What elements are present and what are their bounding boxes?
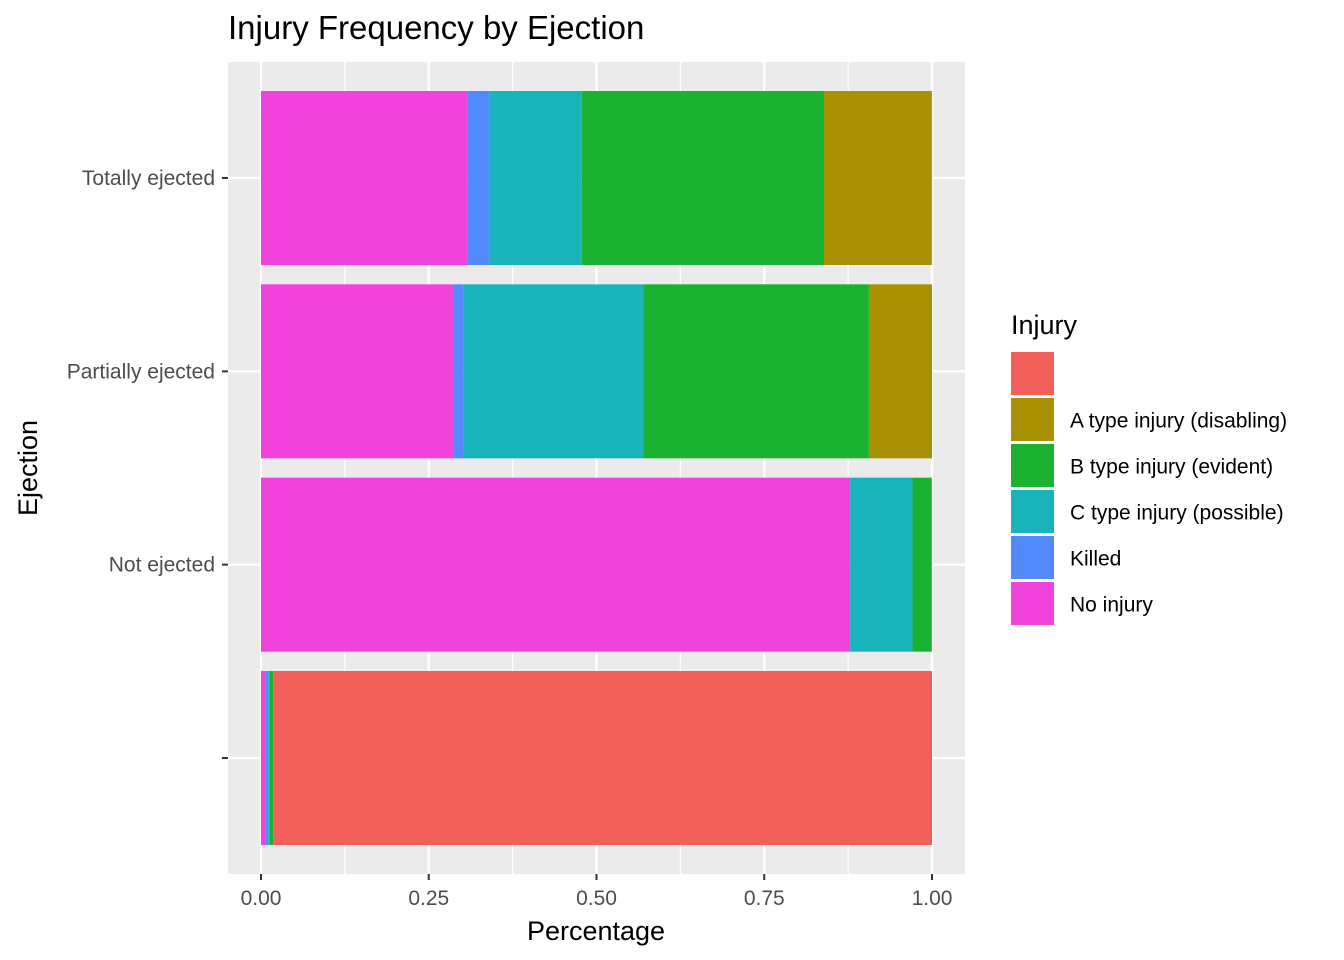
bars (261, 91, 932, 845)
y-tick-label: Partially ejected (67, 360, 215, 383)
legend-key (1011, 536, 1054, 579)
bar-segment (268, 671, 270, 845)
bar-segment (931, 477, 932, 652)
bar-segment (269, 671, 274, 845)
bar-segment (489, 91, 582, 265)
legend-key (1011, 490, 1054, 533)
y-axis: Not ejected Partially ejected Totally ejec… (67, 167, 228, 759)
legend-title: Injury (1011, 310, 1078, 340)
y-tick-label: Totally ejected (82, 167, 215, 190)
bar-segment (581, 91, 824, 265)
legend-label: Killed (1070, 548, 1121, 571)
x-tick-label: 1.00 (912, 887, 953, 910)
y-axis-title: Ejection (13, 420, 43, 516)
legend-key (1011, 398, 1054, 441)
legend-key (1011, 582, 1054, 625)
y-tick-label: Not ejected (109, 554, 215, 577)
x-axis-title: Percentage (527, 916, 665, 946)
bar-segment (261, 477, 850, 652)
bar-segment (261, 671, 266, 845)
legend-key (1011, 444, 1054, 487)
bar-segment (265, 671, 269, 845)
bar-segment (452, 284, 464, 459)
bar-segment (912, 477, 932, 652)
legend-label: A type injury (disabling) (1070, 410, 1287, 433)
bar-segment (261, 284, 453, 459)
chart-title: Injury Frequency by Ejection (228, 9, 644, 46)
legend-label: No injury (1070, 594, 1153, 617)
bar-segment (823, 91, 932, 265)
legend: Injury A type injury (disabling) B type i… (1011, 310, 1287, 625)
bar-segment (868, 284, 932, 459)
x-tick-label: 0.00 (241, 887, 282, 910)
bar-segment (467, 91, 490, 265)
bar-segment (850, 477, 913, 652)
bar-segment (849, 477, 851, 652)
legend-label: C type injury (possible) (1070, 502, 1284, 525)
x-axis: 0.00 0.25 0.50 0.75 1.00 (241, 874, 953, 910)
x-tick-label: 0.50 (576, 887, 617, 910)
legend-key (1011, 352, 1054, 395)
bar-segment (643, 284, 869, 459)
x-tick-label: 0.75 (744, 887, 785, 910)
x-tick-label: 0.25 (408, 887, 449, 910)
bar-segment (273, 671, 932, 845)
bar-segment (261, 91, 468, 265)
bar-segment (931, 91, 932, 265)
legend-label: B type injury (evident) (1070, 456, 1273, 479)
bar-segment (463, 284, 644, 459)
